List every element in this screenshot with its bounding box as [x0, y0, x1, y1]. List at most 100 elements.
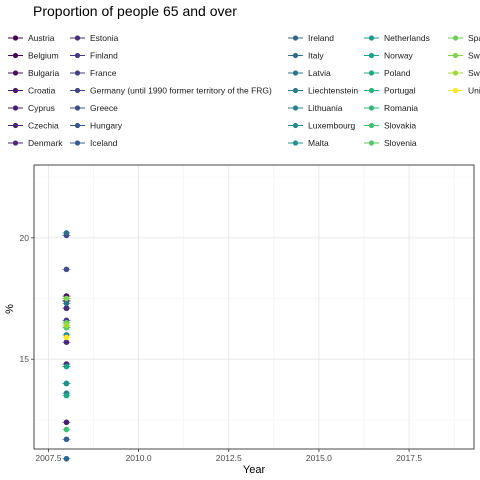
legend-label: Austria: [28, 33, 55, 43]
legend-item: Liechtenstein: [288, 86, 358, 96]
legend-item: Denmark: [8, 138, 63, 148]
legend-label: Denmark: [28, 138, 63, 148]
legend-key-dot: [368, 35, 375, 41]
legend-key-dot: [74, 105, 81, 111]
legend-key-dot: [74, 122, 81, 129]
legend-item: Malta: [288, 138, 329, 148]
legend-label: Slovakia: [384, 121, 416, 131]
data-point: [63, 419, 70, 426]
legend-item: Unit: [448, 86, 480, 96]
legend-item: Estonia: [70, 33, 119, 43]
legend-key-dot: [74, 35, 81, 41]
legend-item: Italy: [288, 51, 324, 61]
legend-label: Czechia: [28, 121, 59, 131]
data-point: [63, 455, 70, 462]
legend-key-dot: [74, 87, 81, 94]
legend-label: Poland: [384, 68, 411, 78]
legend-label: Belgium: [28, 51, 59, 61]
legend-key-dot: [368, 122, 375, 129]
legend-key-dot: [12, 70, 19, 76]
x-axis-title: Year: [243, 464, 266, 476]
legend-label: Liechtenstein: [308, 86, 358, 96]
y-tick-label: 15: [20, 354, 30, 364]
legend-label: Romania: [384, 103, 418, 113]
legend-key-dot: [452, 87, 459, 94]
legend-key-dot: [74, 52, 81, 59]
legend-key-dot: [12, 52, 19, 59]
legend-key-dot: [292, 70, 299, 76]
data-point: [63, 380, 70, 387]
plot-area: 2007.5 2010.0 2012.5 2015.0 2017.5 15 20: [20, 164, 475, 463]
legend-item: Slovakia: [364, 121, 416, 131]
legend-label: Norway: [384, 51, 414, 61]
legend-key-dot: [368, 70, 375, 76]
legend-item: Finland: [70, 51, 118, 61]
legend-item: Ireland: [288, 33, 334, 43]
legend-label: Unit: [468, 86, 480, 96]
legend-key-dot: [12, 105, 19, 111]
legend-key-dot: [292, 105, 299, 111]
y-tick-label: 20: [20, 233, 30, 243]
legend-item: Swit: [448, 68, 480, 78]
legend-label: Finland: [90, 51, 118, 61]
y-axis-title: %: [4, 304, 16, 314]
legend-label: Spa: [468, 33, 480, 43]
legend-label: Estonia: [90, 33, 119, 43]
legend-label: Swit: [468, 68, 480, 78]
legend-key-dot: [452, 70, 459, 76]
legend-label: Netherlands: [384, 33, 430, 43]
legend-item: Cyprus: [8, 103, 55, 113]
legend-key-dot: [12, 87, 19, 94]
legend-item: Swe: [448, 51, 480, 61]
data-point: [63, 266, 70, 273]
legend-key-dot: [12, 35, 19, 41]
x-tick-label: 2012.5: [216, 453, 242, 463]
legend-item: Iceland: [70, 138, 118, 148]
legend-item: Portugal: [364, 86, 416, 96]
legend-key-dot: [368, 140, 375, 146]
legend-item: Germany (until 1990 former territory of …: [70, 86, 272, 96]
legend-label: Germany (until 1990 former territory of …: [90, 86, 272, 96]
legend-label: Slovenia: [384, 138, 417, 148]
legend-item: Netherlands: [364, 33, 430, 43]
chart-title: Proportion of people 65 and over: [33, 3, 237, 19]
legend-key-dot: [74, 140, 81, 146]
data-point: [63, 300, 70, 307]
legend-item: Romania: [364, 103, 418, 113]
legend: Austria Belgium Bulgaria Croatia Cyprus Czech…: [8, 33, 480, 148]
data-point: [63, 322, 70, 329]
legend-key-dot: [368, 87, 375, 94]
legend-key-dot: [368, 52, 375, 59]
data-point: [63, 305, 70, 312]
legend-label: Iceland: [90, 138, 118, 148]
legend-label: Lithuania: [308, 103, 343, 113]
legend-key-dot: [12, 140, 19, 146]
legend-item: Austria: [8, 33, 55, 43]
legend-item: Hungary: [70, 121, 123, 131]
legend-label: Italy: [308, 51, 324, 61]
legend-item: Slovenia: [364, 138, 417, 148]
legend-item: Spa: [448, 33, 480, 43]
legend-key-dot: [292, 35, 299, 41]
legend-label: Portugal: [384, 86, 416, 96]
legend-item: Greece: [70, 103, 118, 113]
legend-item: Latvia: [288, 68, 331, 78]
data-point: [63, 339, 70, 345]
legend-label: Swe: [468, 51, 480, 61]
legend-key-dot: [74, 70, 81, 76]
data-point: [63, 363, 70, 370]
legend-label: Bulgaria: [28, 68, 59, 78]
legend-label: Malta: [308, 138, 329, 148]
legend-label: France: [90, 68, 117, 78]
legend-label: Ireland: [308, 33, 334, 43]
legend-key-dot: [12, 122, 19, 129]
x-tick-label: 2017.5: [396, 453, 422, 463]
legend-key-dot: [292, 87, 299, 94]
legend-label: Hungary: [90, 121, 123, 131]
legend-item: Lithuania: [288, 103, 343, 113]
data-point: [63, 334, 70, 341]
legend-item: Luxembourg: [288, 121, 356, 131]
data-point: [63, 295, 70, 302]
legend-item: Poland: [364, 68, 411, 78]
